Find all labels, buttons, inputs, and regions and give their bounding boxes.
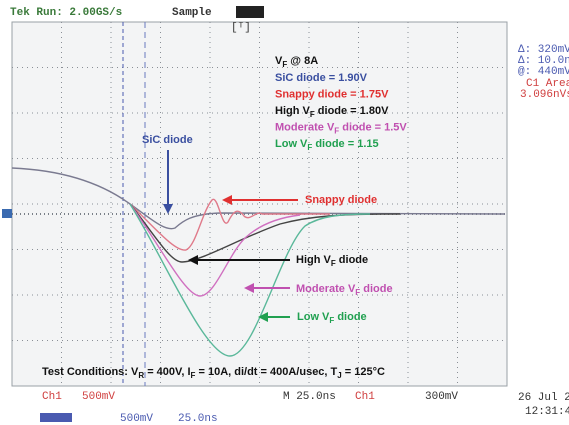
legend-title: VF @ 8A	[275, 55, 318, 69]
text-part: diode	[360, 283, 392, 295]
readout: @: 440mV	[518, 66, 569, 78]
trigger-marker: [ᵀ]	[231, 22, 251, 34]
ref-time: 25.0ns	[178, 413, 218, 425]
status: Tek Run: 2.00GS/s	[10, 7, 122, 19]
text-part: diode = 1.15	[312, 138, 378, 150]
text-part: Moderate V	[296, 283, 356, 295]
text-part: Moderate V	[275, 122, 335, 134]
ch1: Ch1	[42, 391, 62, 403]
ch1-scale: 500mV	[82, 391, 115, 403]
ref-scale: 500mV	[120, 413, 153, 425]
trig-level: 300mV	[425, 391, 458, 403]
trace-label: SiC diode	[142, 134, 193, 146]
test-conditions: Test Conditions: VR = 400V, IF = 10A, di…	[42, 366, 385, 380]
text-part: Low V	[297, 311, 330, 323]
acq-mode: Sample	[172, 7, 212, 19]
readouts: Δ: 320mV Δ: 10.0ns @: 440mV C1 Area 3.09…	[518, 44, 569, 101]
text-part: SiC diode	[142, 134, 193, 146]
date: 26 Jul 2007	[518, 392, 569, 404]
trace-label: Moderate VF diode	[296, 283, 393, 297]
scope-screenshot: Tek Run: 2.00GS/s Sample [ᵀ] Δ: 320mV Δ:…	[0, 0, 569, 425]
text-part: = 10A, di/dt = 400A/usec, T	[195, 366, 337, 378]
trig-channel: Ch1	[355, 391, 375, 403]
readout: 3.096nVs	[520, 89, 569, 101]
legend-entry: Low VF diode = 1.15	[275, 138, 379, 152]
ch1-marker	[2, 209, 12, 218]
text-part: diode	[336, 254, 368, 266]
text-part: @ 8A	[287, 55, 318, 67]
text-part: diode = 1.5V	[339, 122, 407, 134]
legend-entry: SiC diode = 1.90V	[275, 72, 368, 84]
trig-badge	[236, 6, 264, 18]
text-part: = 125°C	[342, 366, 385, 378]
text-part: High V	[296, 254, 331, 266]
text-part: diode	[334, 311, 366, 323]
timebase: M 25.0ns	[283, 391, 336, 403]
legend-entry: High VF diode = 1.80V	[275, 105, 389, 119]
legend-entry: Snappy diode = 1.75V	[275, 89, 389, 101]
ref-badge	[40, 413, 72, 422]
text-part: Test Conditions: V	[42, 366, 139, 378]
text-part: Snappy diode = 1.75V	[275, 89, 389, 101]
time: 12:31:42	[525, 406, 569, 418]
text-part: diode = 1.80V	[315, 105, 389, 117]
text-part: = 400V, I	[144, 366, 190, 378]
trace-label: Snappy diode	[305, 194, 377, 206]
text-part: SiC diode = 1.90V	[275, 72, 368, 84]
text-part: Snappy diode	[305, 194, 377, 206]
legend-entry: Moderate VF diode = 1.5V	[275, 122, 407, 136]
text-part: High V	[275, 105, 310, 117]
text-part: Low V	[275, 138, 308, 150]
